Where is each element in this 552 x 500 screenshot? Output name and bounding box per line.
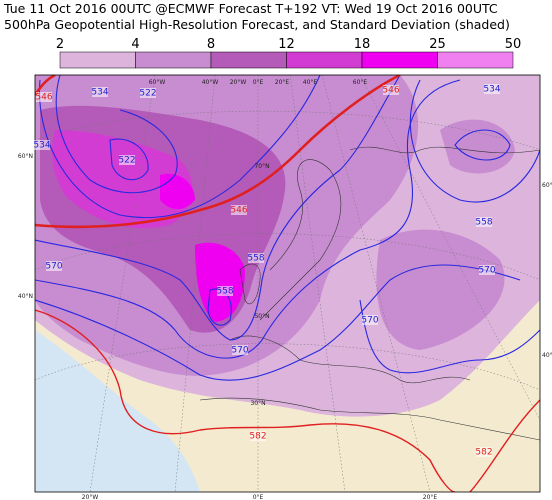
graticule-label: 20°W: [82, 494, 99, 500]
colorbar-label: 8: [207, 37, 215, 52]
contour-label: 558: [475, 218, 492, 228]
contour-label: 546: [382, 86, 399, 96]
label-bg: [484, 84, 500, 94]
label-bg: [36, 92, 52, 102]
subtitle-line: 500hPa Geopotential High-Resolution Fore…: [4, 17, 510, 32]
label-bg: [92, 87, 108, 97]
shade: [195, 242, 245, 322]
sea: [35, 330, 200, 492]
label-bg: [362, 315, 378, 325]
contour-label: 534: [33, 141, 50, 151]
colorbar-swatch: [286, 51, 363, 69]
shade: [52, 130, 193, 229]
label-bg: [250, 431, 266, 441]
colorbar-label: 2: [56, 37, 64, 52]
contour-label: 558: [216, 287, 233, 297]
graticule-label: 30°N: [250, 400, 265, 407]
shade: [440, 119, 515, 174]
label-bg: [140, 88, 156, 98]
graticule-label: 20°W: [230, 79, 247, 86]
shade: [160, 173, 195, 209]
colorbar-label: 50: [505, 37, 522, 52]
colorbar-swatch: [437, 51, 514, 69]
map-frame: [34, 74, 541, 493]
contour-label: 582: [249, 432, 266, 442]
graticule-label: 20°E: [423, 494, 438, 500]
graticule-label: 50°N: [254, 313, 269, 320]
title-line: Tue 11 Oct 2016 00UTC @ECMWF Forecast T+…: [3, 1, 498, 16]
contour-label: 546: [35, 93, 52, 103]
map: [35, 75, 540, 492]
label-bg: [476, 447, 492, 457]
contour-label: 570: [231, 346, 248, 356]
colorbar: 2 4 8 12 18 25 50: [56, 37, 522, 69]
label-bg: [34, 140, 50, 150]
colorbar-label: 12: [278, 37, 295, 52]
contour-label: 546: [230, 206, 247, 216]
shade: [376, 229, 505, 350]
red-contours: [35, 75, 540, 492]
contour-label: 570: [45, 262, 62, 272]
graticule-label: 40°W: [202, 79, 219, 86]
graticule-label: 60°N: [18, 153, 33, 160]
label-bg: [46, 261, 62, 271]
graticule-label: 60°E: [542, 182, 552, 189]
graticule-label: 0°E: [253, 79, 264, 86]
graticule-label: 40°E: [542, 352, 552, 359]
contours: [35, 75, 540, 381]
contour-label: 582: [475, 448, 492, 458]
graticule-label: 0°E: [253, 494, 264, 500]
label-bg: [248, 253, 264, 263]
label-bg: [479, 265, 495, 275]
contour-label: 570: [478, 266, 495, 276]
contour-label: 522: [139, 89, 156, 99]
colorbar-swatch: [59, 51, 136, 69]
label-bg: [231, 205, 247, 215]
colorbar-swatch: [361, 51, 438, 69]
graticule-label: 60°W: [149, 79, 166, 86]
label-bg: [119, 155, 135, 165]
graticule-label: 40°N: [18, 293, 33, 300]
graticule-label: 70°N: [254, 163, 269, 170]
colorbar-label: 25: [429, 37, 446, 52]
label-bg: [232, 345, 248, 355]
colorbar-label: 18: [354, 37, 371, 52]
colorbar-swatch: [135, 51, 212, 69]
coastlines: [199, 146, 540, 441]
label-bg: [217, 286, 233, 296]
map-labels: 534 522 534 522 546 558 558 570 570 570 570 558 534 5…: [18, 79, 552, 500]
contour-label: 558: [247, 254, 264, 264]
contour-label: 534: [91, 88, 108, 98]
contour-label: 534: [483, 85, 500, 95]
colorbar-swatch: [210, 51, 287, 69]
label-bg: [383, 85, 399, 95]
graticule-label: 60°E: [353, 79, 368, 86]
graticule-label: 20°E: [275, 79, 290, 86]
graticule: [35, 75, 540, 492]
colorbar-label: 4: [131, 37, 139, 52]
contour-label: 522: [118, 156, 135, 166]
graticule-label: 40°E: [303, 79, 318, 86]
label-bg: [476, 217, 492, 227]
contour-label: 570: [361, 316, 378, 326]
